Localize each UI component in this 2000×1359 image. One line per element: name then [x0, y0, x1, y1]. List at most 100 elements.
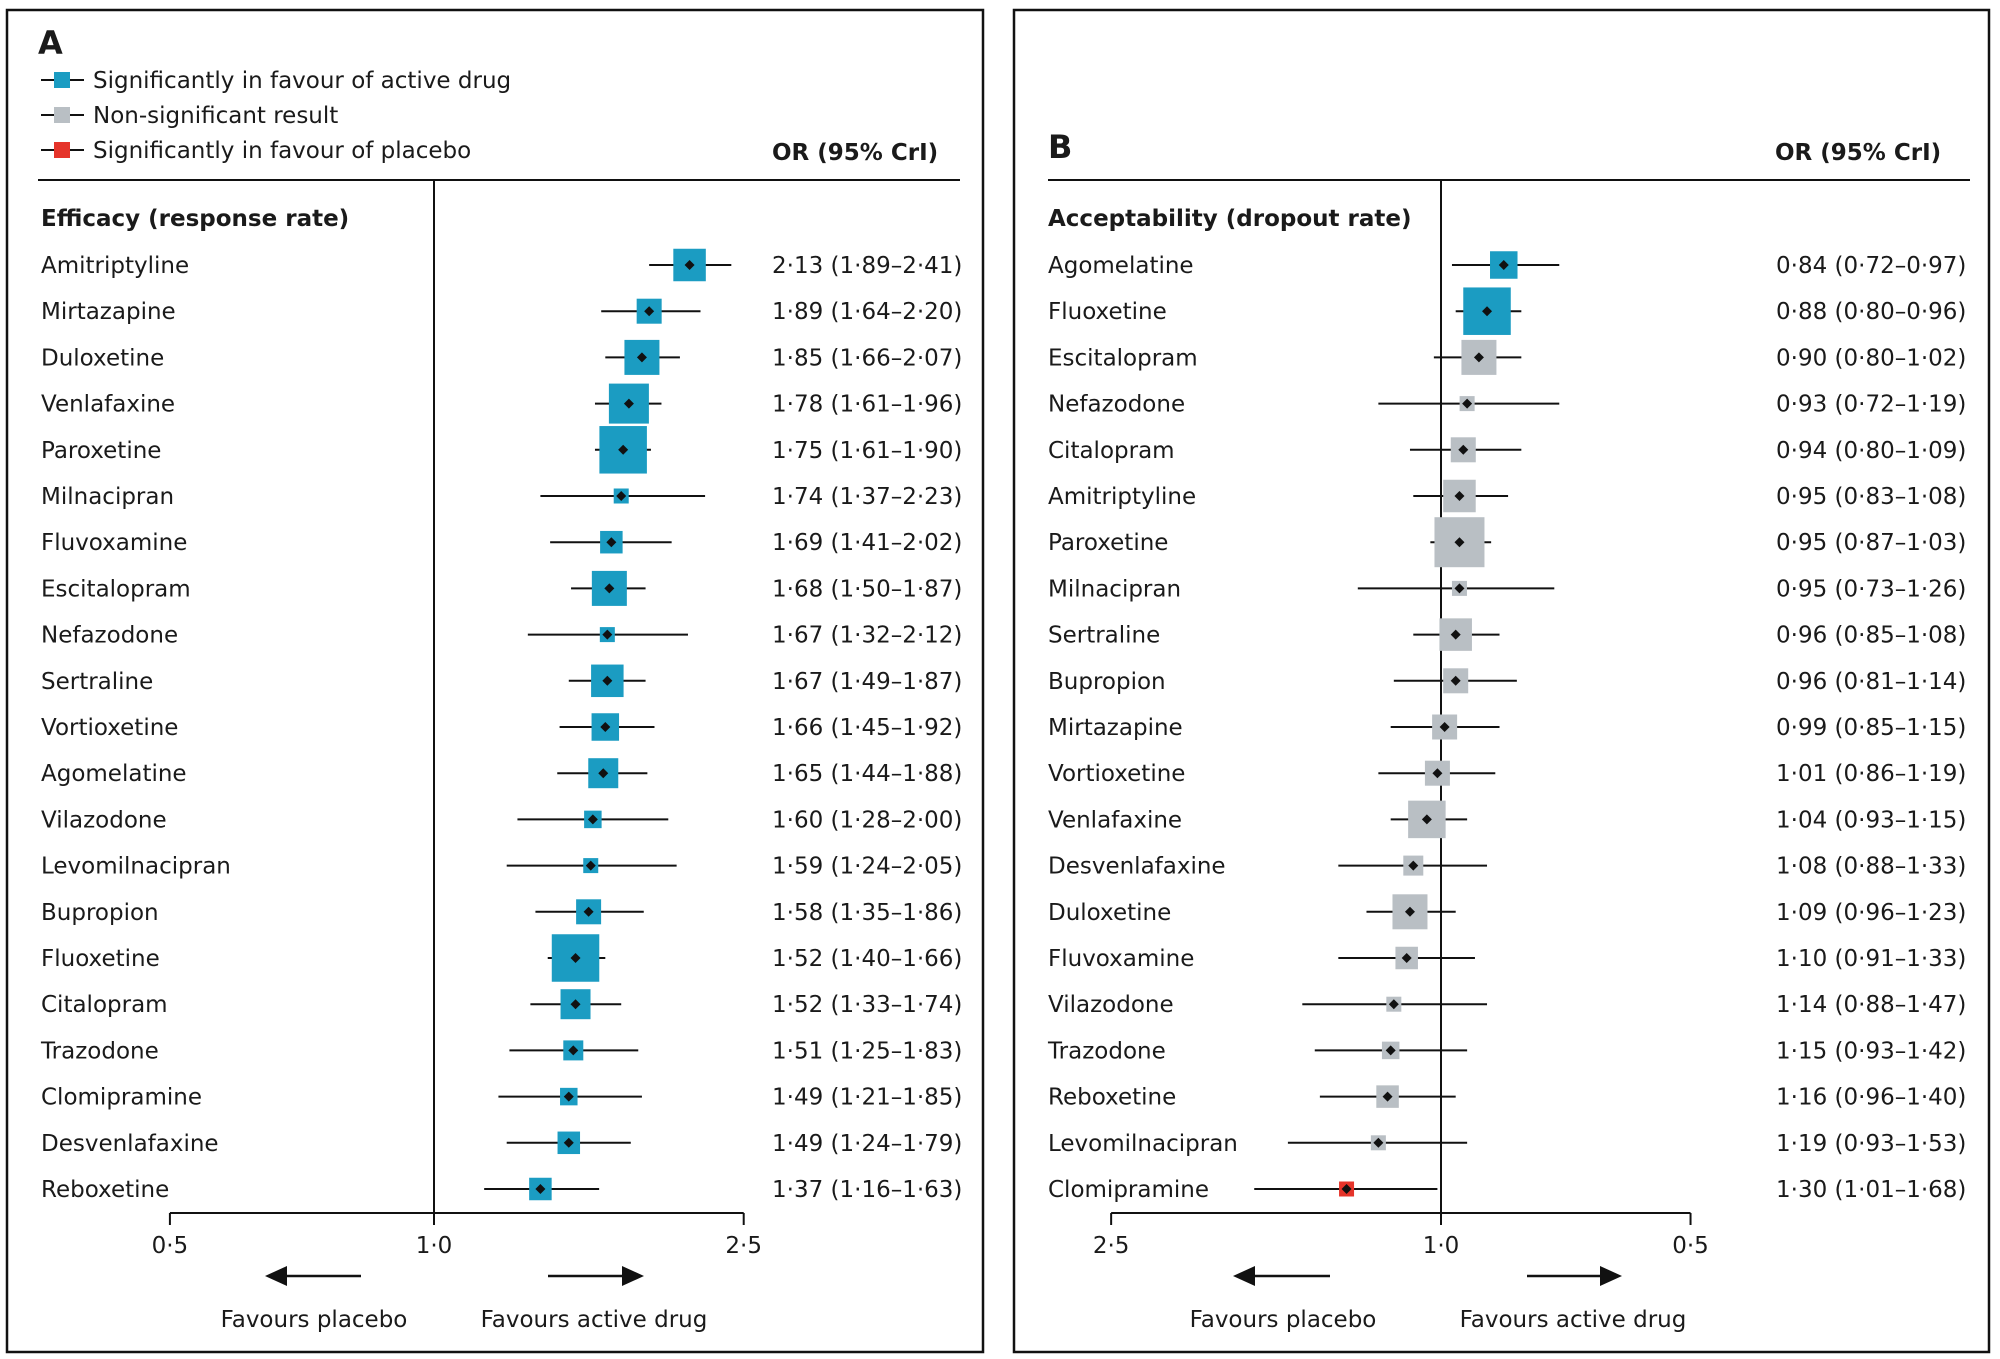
- arrow-right-icon: [1600, 1266, 1622, 1286]
- legend-label: Significantly in favour of placebo: [93, 138, 471, 164]
- row-or-value: 1·65 (1·44–1·88): [772, 761, 962, 787]
- x-tick-label: 0·5: [1672, 1233, 1709, 1259]
- point-estimate-marker: [644, 306, 655, 317]
- point-estimate-marker: [563, 1091, 574, 1102]
- row-drug-name: Venlafaxine: [41, 392, 175, 418]
- panel-b-label: B: [1048, 128, 1072, 166]
- panel-b-favours-placebo-label: Favours placebo: [1190, 1307, 1377, 1333]
- row-drug-name: Amitriptyline: [1048, 484, 1196, 510]
- legend: Significantly in favour of active drug No…: [41, 68, 511, 164]
- row-drug-name: Mirtazapine: [1048, 715, 1183, 741]
- row-drug-name: Vilazodone: [41, 807, 167, 833]
- point-estimate-marker: [568, 1045, 579, 1056]
- row-or-value: 1·52 (1·33–1·74): [772, 992, 962, 1018]
- row-or-value: 1·19 (0·93–1·53): [1776, 1131, 1966, 1157]
- row-or-value: 1·52 (1·40–1·66): [772, 946, 962, 972]
- row-or-value: 0·93 (0·72–1·19): [1776, 392, 1966, 418]
- row-or-value: 1·49 (1·24–1·79): [772, 1131, 962, 1157]
- point-estimate-marker: [1454, 537, 1465, 548]
- row-drug-name: Fluoxetine: [41, 946, 160, 972]
- row-or-value: 1·14 (0·88–1·47): [1776, 992, 1966, 1018]
- x-tick-label: 1·0: [1423, 1233, 1460, 1259]
- x-tick-label: 1·0: [416, 1233, 453, 1259]
- point-estimate-marker: [1385, 1045, 1396, 1056]
- row-or-value: 1·04 (0·93–1·15): [1776, 807, 1966, 833]
- row-or-value: 1·51 (1·25–1·83): [772, 1038, 962, 1064]
- row-or-value: 1·69 (1·41–2·02): [772, 530, 962, 556]
- row-or-value: 1·01 (0·86–1·19): [1776, 761, 1966, 787]
- point-estimate-marker: [598, 768, 609, 779]
- row-drug-name: Trazodone: [40, 1038, 159, 1064]
- point-estimate-marker: [1454, 583, 1465, 594]
- row-drug-name: Escitalopram: [1048, 345, 1198, 371]
- arrow-left-icon: [1233, 1266, 1255, 1286]
- row-or-value: 1·75 (1·61–1·90): [772, 438, 962, 464]
- row-drug-name: Fluvoxamine: [1048, 946, 1194, 972]
- row-or-value: 0·95 (0·73–1·26): [1776, 576, 1966, 602]
- panel-b-plot: Agomelatine 0·84 (0·72–0·97) Fluoxetine 0·8…: [1047, 180, 1966, 1286]
- row-drug-name: Duloxetine: [1048, 900, 1171, 926]
- row-drug-name: Agomelatine: [1048, 253, 1194, 279]
- panel-b-border: [1012, 8, 1991, 1354]
- row-or-value: 0·90 (0·80–1·02): [1776, 345, 1966, 371]
- point-estimate-marker: [587, 814, 598, 825]
- row-drug-name: Paroxetine: [41, 438, 161, 464]
- point-estimate-marker: [1439, 722, 1450, 732]
- point-estimate-marker: [602, 675, 613, 686]
- point-estimate-marker: [616, 491, 627, 501]
- row-drug-name: Bupropion: [1048, 669, 1166, 695]
- legend-square-icon: [54, 142, 70, 158]
- point-estimate-marker: [1404, 906, 1415, 917]
- row-drug-name: Desvenlafaxine: [1048, 854, 1226, 880]
- row-or-value: 1·37 (1·16–1·63): [772, 1177, 962, 1203]
- row-drug-name: Fluoxetine: [1048, 299, 1167, 325]
- row-drug-name: Levomilnacipran: [1048, 1131, 1238, 1157]
- row-or-value: 0·96 (0·81–1·14): [1776, 669, 1966, 695]
- panel-a-label: A: [38, 24, 63, 62]
- row-or-value: 1·58 (1·35–1·86): [772, 900, 962, 926]
- point-estimate-marker: [600, 722, 611, 732]
- row-drug-name: Milnacipran: [41, 484, 174, 510]
- row-drug-name: Vortioxetine: [1048, 761, 1185, 787]
- point-estimate-marker: [602, 629, 613, 640]
- row-drug-name: Venlafaxine: [1048, 807, 1182, 833]
- row-drug-name: Mirtazapine: [41, 299, 176, 325]
- point-estimate-marker: [563, 1137, 574, 1148]
- point-estimate-marker: [585, 860, 596, 871]
- row-or-value: 1·59 (1·24–2·05): [772, 854, 962, 880]
- row-drug-name: Agomelatine: [41, 761, 187, 787]
- row-or-value: 1·85 (1·66–2·07): [772, 345, 962, 371]
- panel-a-favours-placebo-label: Favours placebo: [221, 1307, 408, 1333]
- row-drug-name: Citalopram: [1048, 438, 1175, 464]
- row-drug-name: Levomilnacipran: [41, 854, 231, 880]
- panel-a-column-header: OR (95% CrI): [772, 140, 938, 166]
- point-estimate-marker: [606, 537, 617, 548]
- point-estimate-marker: [1450, 629, 1461, 640]
- row-or-value: 1·60 (1·28–2·00): [772, 807, 962, 833]
- row-or-value: 0·94 (0·80–1·09): [1776, 438, 1966, 464]
- point-estimate-marker: [535, 1184, 546, 1194]
- row-or-value: 1·89 (1·64–2·20): [772, 299, 962, 325]
- point-estimate-marker: [1388, 999, 1399, 1010]
- row-or-value: 1·67 (1·32–2·12): [772, 623, 962, 649]
- row-or-value: 1·10 (0·91–1·33): [1776, 946, 1966, 972]
- arrow-right-icon: [622, 1266, 644, 1286]
- point-estimate-marker: [1458, 444, 1469, 455]
- point-estimate-marker: [1462, 398, 1473, 409]
- panel-a-border: [5, 8, 985, 1354]
- row-drug-name: Nefazodone: [1048, 392, 1185, 418]
- panel-a: A Significantly in favour of active drug…: [5, 8, 985, 1354]
- point-estimate-marker: [684, 260, 695, 270]
- row-or-value: 2·13 (1·89–2·41): [772, 253, 962, 279]
- panel-a-favours-active-label: Favours active drug: [481, 1307, 708, 1333]
- point-estimate-marker: [1473, 352, 1484, 363]
- point-estimate-marker: [636, 352, 647, 363]
- legend-label: Non-significant result: [93, 103, 338, 129]
- panel-b-column-header: OR (95% CrI): [1775, 140, 1941, 166]
- row-drug-name: Vilazodone: [1048, 992, 1174, 1018]
- panel-a-plot: Amitriptyline 2·13 (1·89–2·41) Mirtazapine…: [40, 180, 962, 1286]
- legend-label: Significantly in favour of active drug: [93, 68, 511, 94]
- panel-a-section-title: Efficacy (response rate): [41, 206, 349, 232]
- legend-square-icon: [54, 107, 70, 123]
